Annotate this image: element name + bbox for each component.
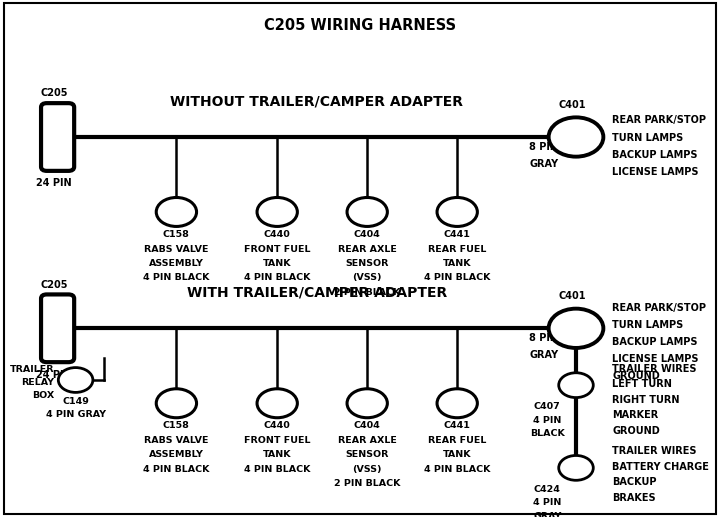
Text: REAR PARK/STOP: REAR PARK/STOP (612, 302, 706, 313)
Text: REAR AXLE: REAR AXLE (338, 436, 397, 445)
Circle shape (156, 197, 197, 226)
Text: (VSS): (VSS) (353, 273, 382, 282)
Text: C441: C441 (444, 230, 471, 239)
Text: C401: C401 (559, 100, 586, 110)
Text: C404: C404 (354, 230, 381, 239)
Text: GRAY: GRAY (529, 350, 558, 360)
Circle shape (549, 309, 603, 348)
Text: C205: C205 (40, 280, 68, 290)
Text: REAR AXLE: REAR AXLE (338, 245, 397, 253)
Text: 24 PIN: 24 PIN (36, 370, 72, 379)
Text: GROUND: GROUND (612, 425, 660, 436)
Text: C158: C158 (163, 230, 190, 239)
Text: TURN LAMPS: TURN LAMPS (612, 132, 683, 143)
Circle shape (347, 197, 387, 226)
Text: GROUND: GROUND (612, 371, 660, 381)
Text: GRAY: GRAY (529, 159, 558, 169)
Text: 4 PIN BLACK: 4 PIN BLACK (424, 465, 490, 474)
Text: BLACK: BLACK (530, 429, 564, 438)
Circle shape (257, 389, 297, 418)
Text: 2 PIN BLACK: 2 PIN BLACK (334, 479, 400, 488)
Circle shape (437, 197, 477, 226)
Text: RABS VALVE: RABS VALVE (144, 245, 209, 253)
Text: SENSOR: SENSOR (346, 450, 389, 459)
Text: RIGHT TURN: RIGHT TURN (612, 394, 680, 405)
Text: TRAILER: TRAILER (9, 365, 54, 374)
Text: MARKER: MARKER (612, 410, 658, 420)
Text: REAR FUEL: REAR FUEL (428, 245, 487, 253)
Text: 2 PIN BLACK: 2 PIN BLACK (334, 288, 400, 297)
Text: LICENSE LAMPS: LICENSE LAMPS (612, 354, 698, 364)
Text: BOX: BOX (32, 391, 54, 400)
Text: (VSS): (VSS) (353, 465, 382, 474)
Text: C205: C205 (40, 88, 68, 98)
Text: RABS VALVE: RABS VALVE (144, 436, 209, 445)
Text: 8 PIN: 8 PIN (529, 333, 558, 343)
Text: C440: C440 (264, 421, 291, 430)
Text: TANK: TANK (263, 450, 292, 459)
Text: GRAY: GRAY (533, 512, 562, 517)
Circle shape (559, 455, 593, 480)
Text: C407: C407 (534, 402, 561, 411)
Circle shape (549, 117, 603, 157)
Circle shape (347, 389, 387, 418)
FancyBboxPatch shape (41, 295, 74, 362)
Text: BATTERY CHARGE: BATTERY CHARGE (612, 462, 709, 472)
Text: TANK: TANK (443, 450, 472, 459)
Text: 4 PIN GRAY: 4 PIN GRAY (45, 410, 106, 419)
Text: BACKUP LAMPS: BACKUP LAMPS (612, 337, 698, 347)
Text: RELAY: RELAY (21, 378, 54, 387)
Text: BACKUP LAMPS: BACKUP LAMPS (612, 149, 698, 160)
Text: 4 PIN BLACK: 4 PIN BLACK (244, 465, 310, 474)
Text: BRAKES: BRAKES (612, 493, 656, 503)
Circle shape (559, 373, 593, 398)
Text: BACKUP: BACKUP (612, 477, 657, 488)
Text: 4 PIN: 4 PIN (533, 416, 562, 424)
Text: C441: C441 (444, 421, 471, 430)
Circle shape (257, 197, 297, 226)
Text: LEFT TURN: LEFT TURN (612, 379, 672, 389)
Circle shape (156, 389, 197, 418)
Text: SENSOR: SENSOR (346, 259, 389, 268)
Text: REAR PARK/STOP: REAR PARK/STOP (612, 115, 706, 126)
Text: 8 PIN: 8 PIN (529, 142, 558, 152)
Text: ASSEMBLY: ASSEMBLY (149, 259, 204, 268)
Text: C205 WIRING HARNESS: C205 WIRING HARNESS (264, 18, 456, 33)
Text: 4 PIN BLACK: 4 PIN BLACK (143, 465, 210, 474)
Text: 24 PIN: 24 PIN (36, 178, 72, 188)
Text: TRAILER WIRES: TRAILER WIRES (612, 363, 696, 374)
Circle shape (58, 368, 93, 392)
Text: WITH TRAILER/CAMPER ADAPTER: WITH TRAILER/CAMPER ADAPTER (186, 286, 447, 300)
Text: FRONT FUEL: FRONT FUEL (244, 436, 310, 445)
Text: C424: C424 (534, 485, 561, 494)
FancyBboxPatch shape (41, 103, 74, 171)
Text: 4 PIN BLACK: 4 PIN BLACK (244, 273, 310, 282)
Circle shape (437, 389, 477, 418)
Text: C440: C440 (264, 230, 291, 239)
Text: C158: C158 (163, 421, 190, 430)
Text: 4 PIN BLACK: 4 PIN BLACK (424, 273, 490, 282)
Text: 4 PIN BLACK: 4 PIN BLACK (143, 273, 210, 282)
Text: TANK: TANK (443, 259, 472, 268)
Text: C404: C404 (354, 421, 381, 430)
Text: TANK: TANK (263, 259, 292, 268)
Text: FRONT FUEL: FRONT FUEL (244, 245, 310, 253)
Text: LICENSE LAMPS: LICENSE LAMPS (612, 166, 698, 177)
Text: TURN LAMPS: TURN LAMPS (612, 320, 683, 330)
Text: REAR FUEL: REAR FUEL (428, 436, 487, 445)
Text: C149: C149 (62, 397, 89, 406)
Text: TRAILER WIRES: TRAILER WIRES (612, 446, 696, 457)
Text: C401: C401 (559, 292, 586, 301)
Text: WITHOUT TRAILER/CAMPER ADAPTER: WITHOUT TRAILER/CAMPER ADAPTER (171, 95, 463, 109)
Text: ASSEMBLY: ASSEMBLY (149, 450, 204, 459)
Text: 4 PIN: 4 PIN (533, 498, 562, 507)
